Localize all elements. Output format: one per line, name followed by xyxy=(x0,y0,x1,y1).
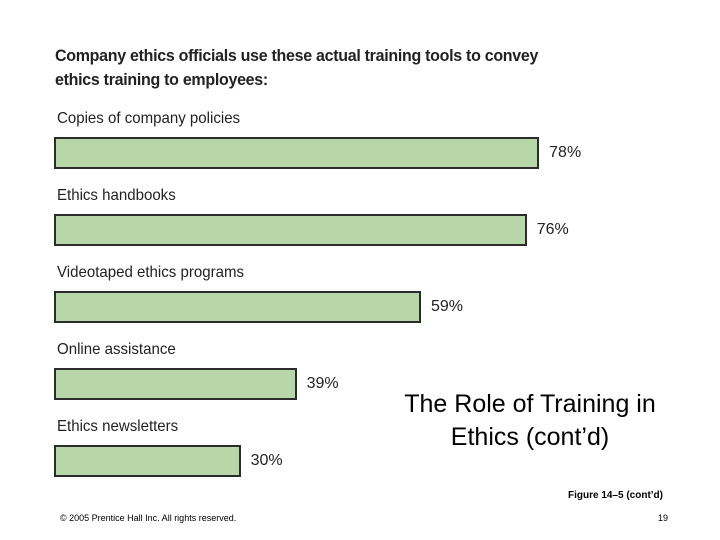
value-label: 39% xyxy=(306,375,339,392)
category-label: Videotaped ethics programs xyxy=(57,264,245,281)
bar xyxy=(54,445,241,477)
bar xyxy=(54,291,421,323)
chart-title: Company ethics officials use these actua… xyxy=(55,46,539,89)
category-label: Online assistance xyxy=(57,341,176,358)
category-label: Ethics handbooks xyxy=(57,187,176,204)
category-label: Ethics newsletters xyxy=(57,418,179,435)
bar xyxy=(54,137,540,169)
value-label: 30% xyxy=(250,452,283,469)
category-label: Copies of company policies xyxy=(57,110,241,127)
bar xyxy=(54,214,527,246)
value-label: 59% xyxy=(430,298,463,315)
slide-title: The Role of Training in Ethics (cont’d) xyxy=(404,390,656,451)
page-number: 19 xyxy=(657,513,668,523)
bar xyxy=(54,368,297,400)
value-label: 78% xyxy=(549,144,582,161)
copyright-notice: © 2005 Prentice Hall Inc. All rights res… xyxy=(60,513,237,523)
value-label: 76% xyxy=(536,221,569,238)
figure-caption: Figure 14–5 (cont’d) xyxy=(567,490,663,501)
